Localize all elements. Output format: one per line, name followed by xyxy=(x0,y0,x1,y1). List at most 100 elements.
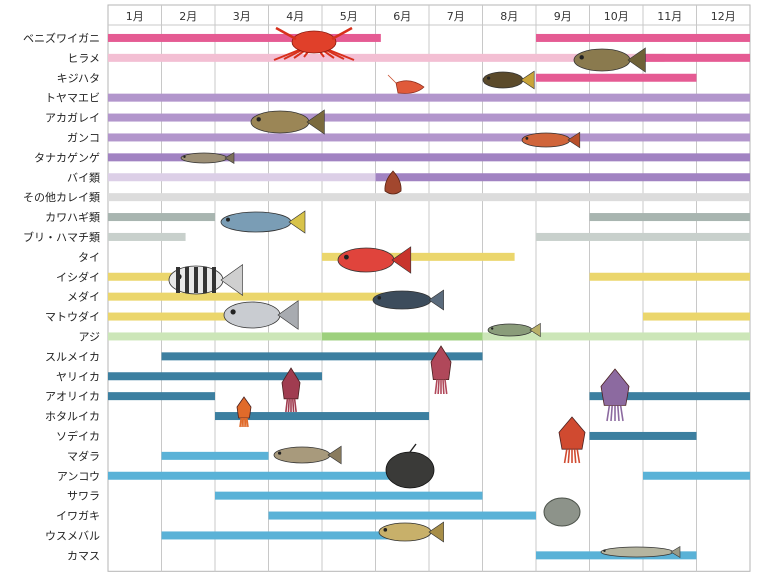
redfish-illustration xyxy=(521,131,581,149)
species-label: ソデイカ xyxy=(56,429,100,443)
species-label: ヤリイカ xyxy=(56,370,100,383)
species-label: マダラ xyxy=(67,449,100,463)
season-bar xyxy=(108,113,750,122)
season-bar xyxy=(161,531,392,540)
striped-beakperch-illustration xyxy=(168,264,243,296)
horse-mackerel-illustration xyxy=(487,322,541,338)
month-label: 8月 xyxy=(500,10,518,23)
species-illustrations xyxy=(168,26,681,559)
season-bar xyxy=(108,232,186,241)
season-bar xyxy=(215,412,429,421)
season-bar xyxy=(108,372,322,381)
species-label: アオリイカ xyxy=(45,390,100,403)
red-snapper-illustration xyxy=(337,246,412,274)
season-bar xyxy=(322,332,483,341)
flying-squid-illustration xyxy=(430,345,452,395)
month-label: 11月 xyxy=(657,10,682,23)
row-labels: ベニズワイガニヒラメキジハタトヤマエビアカガレイガンコタナカゲンゲバイ類その他カ… xyxy=(23,31,100,562)
shrimp-illustration xyxy=(387,74,425,94)
season-bar xyxy=(108,193,750,202)
yellowtail-illustration xyxy=(220,210,306,234)
bigfin-squid-illustration xyxy=(600,368,630,422)
season-bar xyxy=(322,252,515,261)
species-label: イワガキ xyxy=(56,510,100,523)
season-bar xyxy=(161,352,483,361)
anglerfish-illustration xyxy=(385,443,435,489)
barracuda-illustration xyxy=(600,545,681,559)
season-bar xyxy=(108,153,750,162)
species-label: バイ類 xyxy=(67,171,100,184)
flounder-illustration xyxy=(573,47,646,73)
whelk-illustration xyxy=(384,170,402,195)
species-label: ウスメバル xyxy=(45,529,100,542)
cod-illustration xyxy=(273,445,342,465)
species-label: アジ xyxy=(78,330,100,343)
species-label: ヒラメ xyxy=(67,52,100,65)
season-bar xyxy=(589,392,750,401)
species-label: キジハタ xyxy=(57,72,100,85)
month-label: 12月 xyxy=(711,10,736,23)
season-bar xyxy=(643,53,750,62)
season-bar xyxy=(108,33,381,42)
season-bar xyxy=(108,173,381,182)
species-label: アカガレイ xyxy=(45,112,100,125)
month-label: 1月 xyxy=(126,10,144,23)
species-label: その他カレイ類 xyxy=(23,191,100,204)
species-label: カワハギ類 xyxy=(45,211,100,224)
oyster-illustration xyxy=(543,497,581,527)
season-bar xyxy=(375,173,750,182)
flatfish-illustration xyxy=(250,109,325,135)
crab-illustration xyxy=(273,26,355,61)
season-bar xyxy=(108,133,750,142)
season-bar xyxy=(536,33,750,42)
species-label: マトウダイ xyxy=(45,310,100,324)
season-bar xyxy=(536,73,697,82)
month-label: 2月 xyxy=(179,10,197,23)
season-bar xyxy=(108,312,258,321)
season-bar xyxy=(108,213,215,222)
month-label: 7月 xyxy=(447,10,465,23)
species-label: タナカゲンゲ xyxy=(34,151,100,164)
species-label: ガンコ xyxy=(67,131,100,144)
season-bar xyxy=(108,392,215,401)
filefish-illustration xyxy=(223,300,299,330)
season-bar xyxy=(536,232,750,241)
season-bar xyxy=(643,471,750,480)
species-label: スルメイカ xyxy=(45,350,100,363)
rockfish-illustration xyxy=(482,70,535,90)
season-bar xyxy=(108,292,408,301)
season-bar xyxy=(589,272,750,281)
season-bar xyxy=(589,213,750,222)
season-bar xyxy=(108,93,750,102)
month-label: 9月 xyxy=(554,10,572,23)
species-label: カマス xyxy=(67,549,100,562)
season-bar xyxy=(643,312,750,321)
season-bars xyxy=(108,33,750,560)
species-label: アンコウ xyxy=(57,470,100,483)
medai-illustration xyxy=(372,289,444,311)
month-label: 6月 xyxy=(393,10,411,23)
season-bar xyxy=(268,511,536,520)
season-bar xyxy=(108,53,665,62)
species-label: イシダイ xyxy=(56,270,100,284)
firefly-squid-illustration xyxy=(236,396,252,428)
month-label: 4月 xyxy=(286,10,304,23)
season-bar xyxy=(108,471,397,480)
season-bar xyxy=(215,491,483,500)
month-label: 3月 xyxy=(233,10,251,23)
diamond-squid-illustration xyxy=(558,416,586,464)
season-bar xyxy=(161,451,269,460)
season-bar xyxy=(589,431,697,440)
species-label: トヤマエビ xyxy=(45,92,100,105)
eelpout-illustration xyxy=(180,151,235,165)
species-label: タイ xyxy=(78,251,100,264)
month-headers: 1月 2月 3月 4月 5月 6月 7月 8月 9月 10月 11月 12月 xyxy=(126,10,736,23)
spear-squid-illustration xyxy=(281,367,301,413)
species-label: サワラ xyxy=(67,490,100,503)
month-label: 5月 xyxy=(340,10,358,23)
species-label: ホタルイカ xyxy=(45,410,100,423)
season-bar xyxy=(108,272,205,281)
species-label: ブリ・ハマチ類 xyxy=(23,230,100,244)
species-label: ベニズワイガニ xyxy=(23,31,100,45)
